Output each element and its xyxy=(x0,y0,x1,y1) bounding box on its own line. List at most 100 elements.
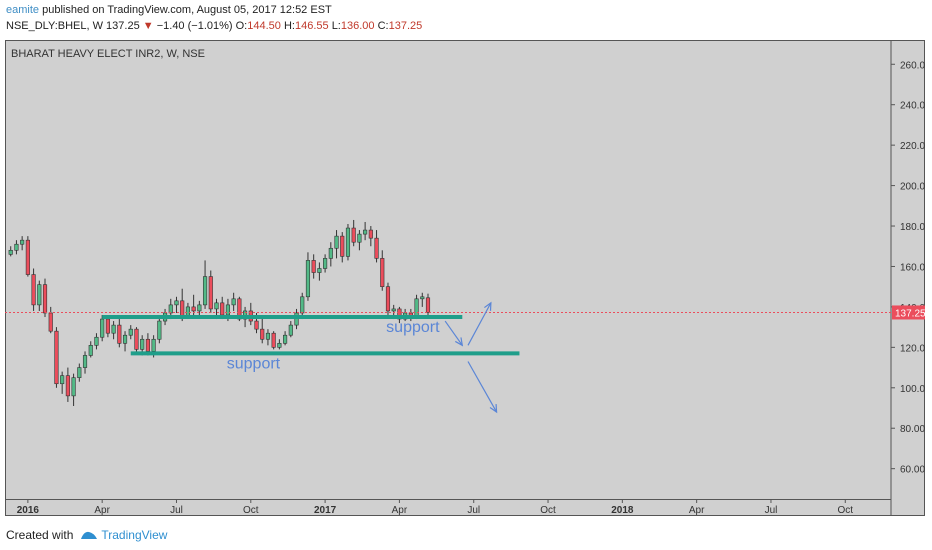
candle[interactable] xyxy=(65,367,70,402)
candle[interactable] xyxy=(8,246,13,257)
low-value: 136.00 xyxy=(340,20,375,32)
author-link[interactable]: eamite xyxy=(6,4,40,16)
candle[interactable] xyxy=(340,232,345,263)
candle-body xyxy=(134,328,139,350)
candle-body xyxy=(145,338,150,352)
candle-body xyxy=(357,233,362,243)
candle-body xyxy=(42,284,48,314)
candle[interactable] xyxy=(202,260,208,309)
annotation-arrow[interactable] xyxy=(467,301,492,346)
candle[interactable] xyxy=(288,321,293,338)
candle[interactable] xyxy=(351,219,356,247)
x-tick-label: Oct xyxy=(837,505,853,516)
tradingview-link[interactable]: TradingView xyxy=(101,528,168,542)
y-tick-label: 60.00 xyxy=(900,465,925,476)
candle[interactable] xyxy=(48,306,53,334)
candle-body xyxy=(151,338,156,352)
candle[interactable] xyxy=(54,327,59,388)
arrow-shaft xyxy=(467,302,492,346)
candle[interactable] xyxy=(265,329,271,346)
candle[interactable] xyxy=(122,331,128,352)
candle[interactable] xyxy=(25,236,30,277)
last-price-label: 137.25 xyxy=(895,308,925,319)
candle-body xyxy=(111,324,116,334)
candle[interactable] xyxy=(37,280,42,311)
candle-body xyxy=(254,320,259,330)
candle[interactable] xyxy=(425,293,431,315)
candle[interactable] xyxy=(14,240,19,255)
candle[interactable] xyxy=(260,317,265,344)
candle[interactable] xyxy=(300,292,305,320)
candle[interactable] xyxy=(334,230,339,259)
candle[interactable] xyxy=(117,319,122,348)
candle[interactable] xyxy=(20,236,25,251)
candle[interactable] xyxy=(71,373,76,406)
candle[interactable] xyxy=(77,363,82,382)
candle-body xyxy=(105,318,110,334)
candle[interactable] xyxy=(94,333,99,350)
candle[interactable] xyxy=(317,262,322,281)
time-axis-background[interactable] xyxy=(5,499,891,516)
candle[interactable] xyxy=(283,331,288,346)
created-with-text: Created with xyxy=(6,528,74,542)
candle[interactable] xyxy=(88,341,93,358)
x-tick-label: Oct xyxy=(540,505,556,516)
symbol-ohlc-line: NSE_DLY:BHEL, W 137.25 ▼ −1.40 (−1.01%) … xyxy=(6,20,422,32)
candle-body xyxy=(168,304,173,314)
candle-body xyxy=(374,237,379,259)
support-label: support xyxy=(386,319,440,336)
candle[interactable] xyxy=(271,331,276,350)
open-label: O: xyxy=(235,20,248,32)
candle[interactable] xyxy=(277,339,282,350)
candle[interactable] xyxy=(328,242,333,267)
candle[interactable] xyxy=(380,250,385,291)
down-arrow-icon: ▼ xyxy=(142,20,154,32)
candle-body xyxy=(363,229,368,235)
candle[interactable] xyxy=(397,306,402,324)
y-tick-label: 220.00 xyxy=(900,141,925,152)
candle[interactable] xyxy=(323,254,328,273)
candle[interactable] xyxy=(368,226,373,247)
arrow-head xyxy=(489,404,498,414)
candle[interactable] xyxy=(157,317,162,344)
candle[interactable] xyxy=(191,294,196,315)
candle[interactable] xyxy=(134,327,139,354)
candle[interactable] xyxy=(374,230,379,263)
candle[interactable] xyxy=(420,292,425,307)
candle-body xyxy=(265,332,271,340)
y-tick-label: 120.00 xyxy=(900,343,925,354)
footer: Created with TradingView xyxy=(6,528,167,543)
candle[interactable] xyxy=(197,300,202,318)
annotation-arrow[interactable] xyxy=(467,361,498,414)
chart-container[interactable]: BHARAT HEAVY ELECT INR2, W, NSE 60.00 80.… xyxy=(5,40,931,516)
candle-body xyxy=(323,258,328,269)
candle[interactable] xyxy=(363,221,368,241)
candle-body xyxy=(368,229,373,239)
publish-info: eamite published on TradingView.com, Aug… xyxy=(6,4,332,16)
candle-body xyxy=(31,274,36,306)
candle-body xyxy=(100,318,105,338)
candle[interactable] xyxy=(174,296,179,313)
candle[interactable] xyxy=(60,371,65,394)
candle[interactable] xyxy=(31,268,36,311)
candle[interactable] xyxy=(305,252,311,301)
candle-body xyxy=(191,306,196,312)
candle-body xyxy=(340,235,345,257)
candle[interactable] xyxy=(208,270,213,313)
candle[interactable] xyxy=(128,325,133,340)
candle[interactable] xyxy=(345,224,351,261)
candle[interactable] xyxy=(385,282,391,315)
candle[interactable] xyxy=(311,254,316,279)
candle[interactable] xyxy=(100,314,105,342)
annotation-arrow[interactable] xyxy=(444,320,464,347)
candle-body xyxy=(122,334,128,344)
candle[interactable] xyxy=(231,292,236,311)
candle[interactable] xyxy=(357,230,362,251)
candle[interactable] xyxy=(111,321,116,340)
price-axis-background[interactable] xyxy=(891,40,925,516)
candle[interactable] xyxy=(42,278,48,318)
candle[interactable] xyxy=(82,351,88,374)
candlestick-chart[interactable]: BHARAT HEAVY ELECT INR2, W, NSE 60.00 80.… xyxy=(5,40,931,516)
candle[interactable] xyxy=(105,317,110,338)
candle[interactable] xyxy=(294,308,299,330)
